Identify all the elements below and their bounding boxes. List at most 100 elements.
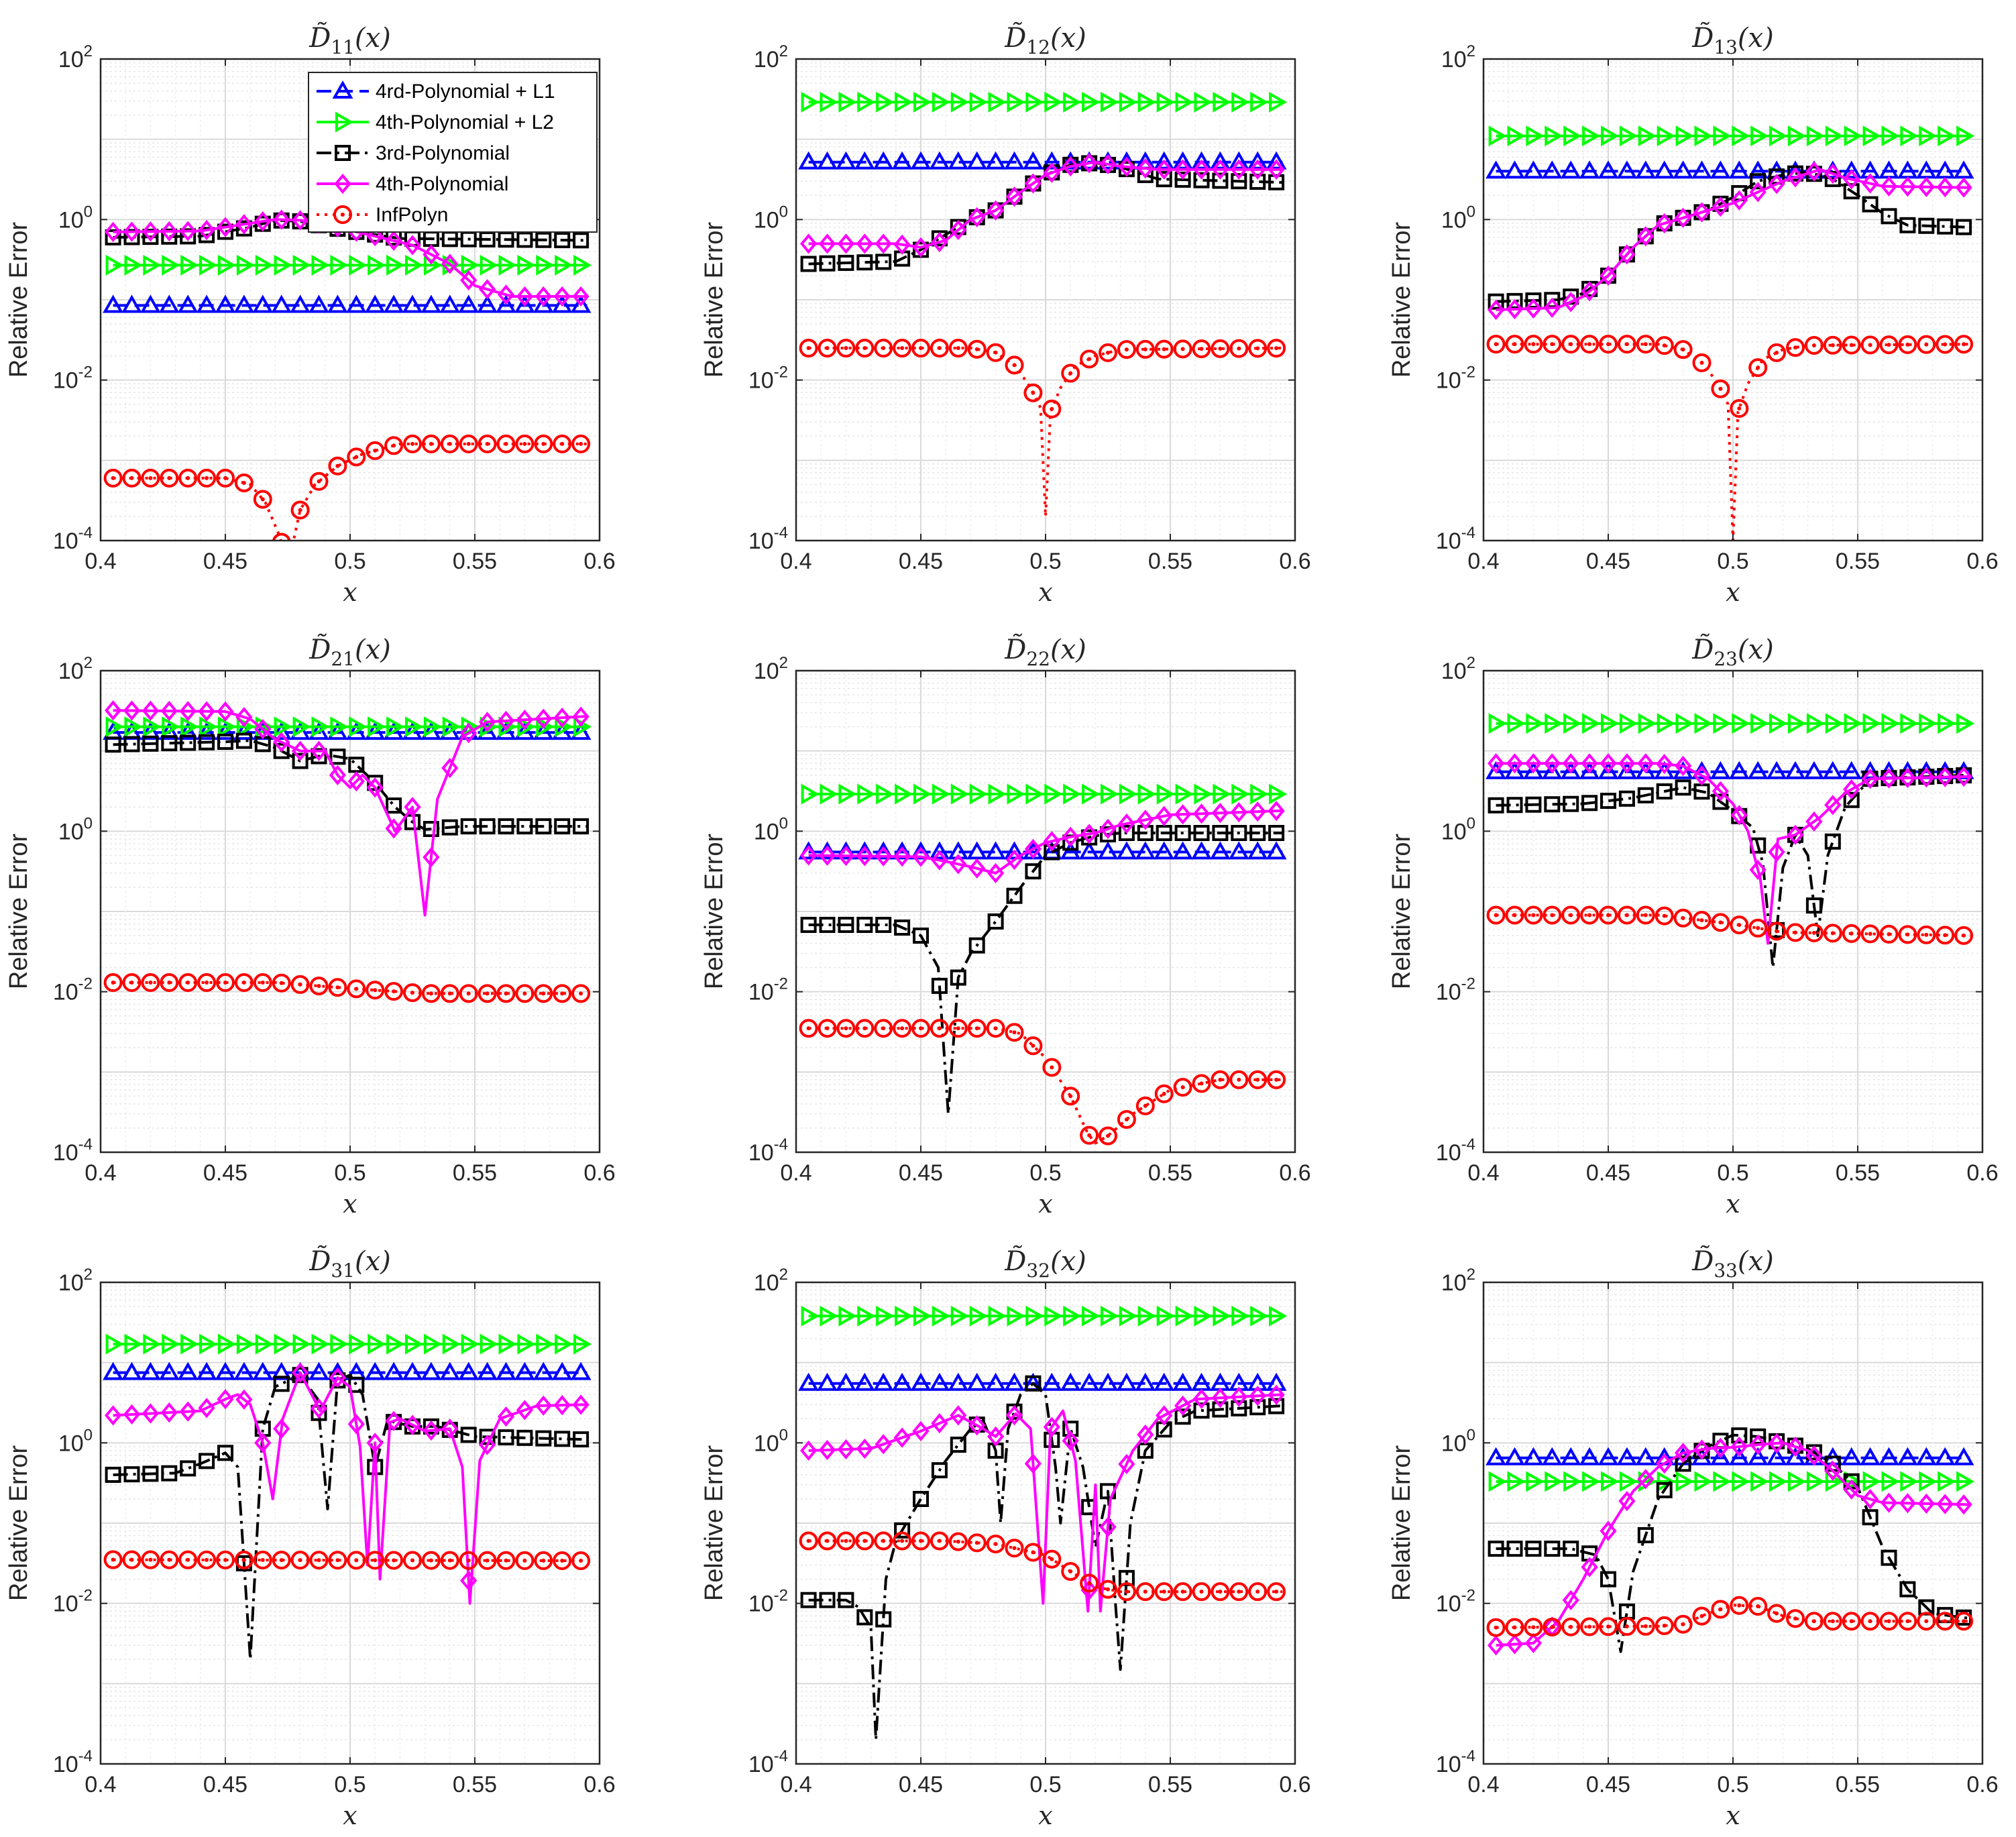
data-point	[1730, 190, 1748, 211]
data-point-dot	[1868, 932, 1872, 936]
data-point	[1025, 1375, 1042, 1392]
data-point	[798, 151, 820, 170]
data-point	[199, 227, 215, 243]
y-tick-exponent: 2	[84, 42, 93, 60]
y-tick-exponent: 0	[779, 814, 788, 832]
data-point-dot	[974, 347, 979, 351]
data-point	[1487, 299, 1505, 321]
data-point	[573, 232, 590, 249]
title-subscript: 11	[331, 36, 355, 58]
data-point	[1674, 755, 1692, 777]
data-point-dot	[373, 1558, 378, 1563]
data-point-dot	[485, 441, 490, 446]
data-point-dot	[260, 981, 265, 985]
data-point	[1543, 297, 1561, 319]
data-point	[1212, 172, 1229, 189]
data-point	[1938, 1471, 1956, 1492]
data-point-dot	[522, 441, 527, 446]
data-point-dot	[111, 981, 115, 985]
grid	[1483, 1282, 1983, 1765]
data-point-dot	[186, 476, 190, 480]
data-point	[1636, 1616, 1655, 1636]
series-group	[103, 1333, 592, 1661]
data-point	[1955, 1494, 1972, 1515]
data-point-dot	[241, 1557, 246, 1562]
data-point-dot	[862, 1539, 867, 1543]
data-point	[1844, 713, 1862, 734]
title-main: D̃	[309, 22, 331, 54]
data-point	[1005, 1023, 1024, 1042]
data-point	[517, 254, 536, 276]
data-point	[799, 1440, 818, 1461]
data-point	[517, 716, 536, 738]
data-point-dot	[354, 987, 359, 991]
data-point-dot	[1569, 342, 1573, 347]
data-point	[874, 339, 893, 358]
data-point	[1728, 761, 1750, 779]
data-point	[1007, 1305, 1025, 1327]
data-point	[1598, 1447, 1619, 1465]
data-point	[1174, 824, 1191, 841]
data-point	[1063, 91, 1082, 113]
data-point	[1172, 1372, 1194, 1391]
data-point	[123, 700, 141, 721]
data-point	[820, 783, 838, 805]
data-point	[534, 1551, 553, 1570]
grid	[100, 1282, 600, 1765]
data-point-dot	[186, 981, 190, 985]
data-point	[1119, 91, 1137, 113]
data-point	[1675, 779, 1691, 796]
data-point	[1524, 298, 1543, 319]
title-main: D̃	[1004, 634, 1026, 665]
data-point	[215, 1361, 236, 1380]
data-point-dot	[1643, 342, 1648, 347]
y-tick-label: 102	[754, 1266, 788, 1296]
y-tick-base: 10	[1441, 659, 1467, 684]
data-point-dot	[1905, 342, 1910, 347]
data-point	[311, 1333, 330, 1355]
data-point	[478, 1435, 496, 1455]
data-point-dot	[485, 1558, 490, 1563]
data-point	[198, 1398, 215, 1418]
data-point	[856, 1438, 873, 1459]
data-point	[856, 254, 873, 271]
x-tick-label: 0.6	[583, 549, 615, 574]
data-point-dot	[447, 991, 452, 996]
y-tick-label: 10-2	[1436, 364, 1475, 394]
data-point	[273, 209, 290, 230]
x-tick-label: 0.6	[1966, 1160, 1998, 1186]
data-point	[459, 984, 478, 1003]
data-point	[1082, 91, 1101, 113]
data-point	[160, 221, 178, 242]
data-point	[1524, 1632, 1543, 1654]
data-point	[160, 1550, 179, 1569]
data-point-dot	[1775, 1611, 1779, 1616]
data-point	[1860, 1447, 1881, 1465]
data-point	[1581, 1557, 1598, 1577]
data-point	[1823, 924, 1842, 943]
y-tick-exponent: 0	[779, 203, 788, 221]
y-tick-exponent: 2	[779, 654, 788, 672]
data-point	[1862, 125, 1881, 147]
y-tick-exponent: -4	[1461, 1747, 1475, 1765]
data-point-dot	[1031, 1550, 1035, 1555]
data-point	[929, 1372, 950, 1391]
data-point	[969, 91, 988, 113]
data-point-dot	[806, 346, 811, 351]
data-point	[477, 1361, 498, 1380]
data-point	[817, 1372, 838, 1391]
data-point	[1749, 859, 1767, 881]
data-point	[799, 233, 818, 254]
data-point	[498, 1429, 514, 1446]
data-point	[274, 1333, 292, 1355]
data-point	[234, 973, 254, 993]
data-point-dot	[1775, 350, 1779, 355]
data-point	[1879, 924, 1899, 944]
data-point	[1228, 841, 1249, 860]
data-point	[105, 229, 121, 245]
data-point	[1899, 1581, 1916, 1598]
data-point	[103, 468, 123, 488]
data-point	[1228, 151, 1249, 170]
data-point	[441, 819, 458, 836]
